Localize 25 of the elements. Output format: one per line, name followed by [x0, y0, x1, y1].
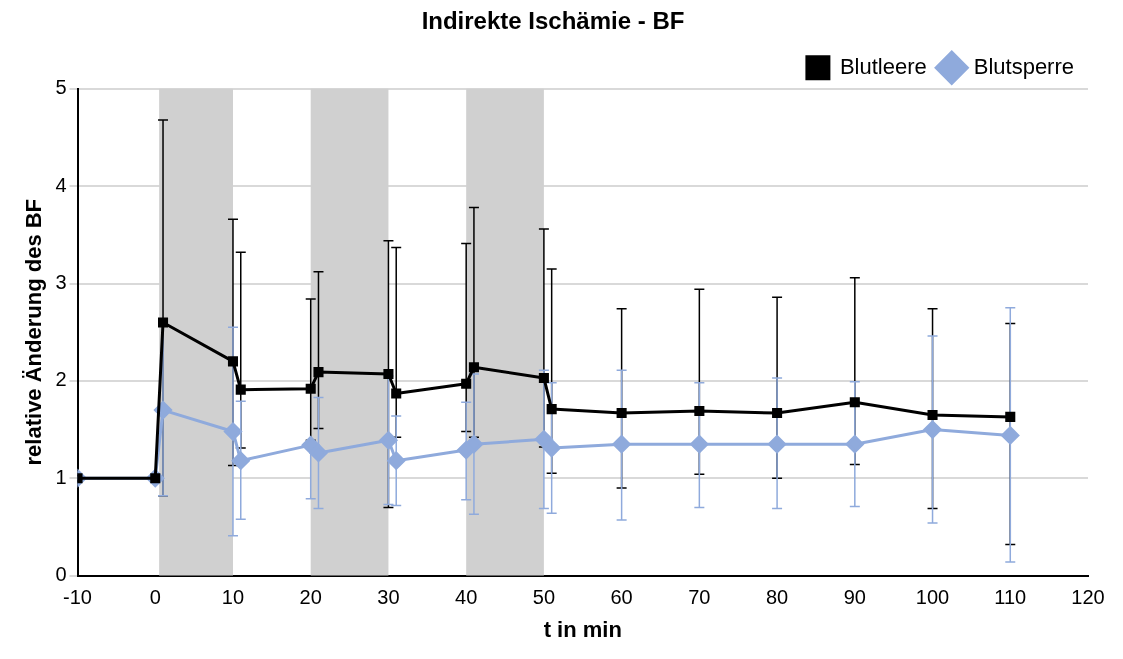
x-tick-label: 90: [843, 586, 866, 609]
x-tick-label: -10: [63, 586, 92, 609]
x-tick-label: 10: [221, 586, 245, 609]
x-tick-label: 20: [299, 586, 322, 609]
y-tick-label: 2: [55, 368, 67, 391]
y-tick-label: 5: [55, 76, 67, 99]
y-axis-title: relative Änderung des BF: [21, 198, 47, 466]
y-tick-label: 3: [55, 271, 67, 294]
y-tick-label: 0: [55, 563, 67, 586]
legend-label: Blutleere: [839, 53, 927, 79]
x-tick-label: 30: [377, 586, 400, 609]
y-tick-label: 1: [55, 465, 67, 488]
chart-title: Indirekte Ischämie - BF: [421, 7, 685, 35]
x-tick-label: 50: [532, 586, 556, 609]
x-tick-label: 70: [688, 586, 711, 609]
y-tick-label: 4: [55, 173, 67, 196]
legend-label: Blutsperre: [973, 53, 1075, 79]
x-tick-label: 0: [149, 586, 161, 609]
x-tick-label: 80: [765, 586, 789, 609]
x-axis-title: t in min: [543, 616, 622, 642]
x-tick-label: 120: [1071, 586, 1105, 609]
x-tick-label: 60: [610, 586, 633, 609]
x-tick-label: 40: [455, 586, 478, 609]
x-tick-label: 110: [994, 586, 1027, 609]
x-tick-label: 100: [915, 586, 950, 609]
